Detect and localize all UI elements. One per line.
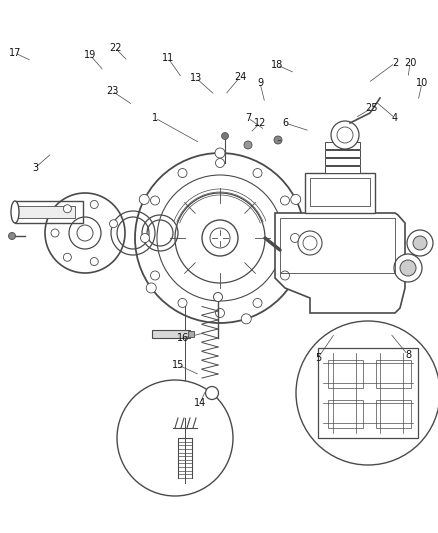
Circle shape <box>253 298 262 308</box>
Text: 1: 1 <box>152 113 158 123</box>
Circle shape <box>178 298 187 308</box>
FancyBboxPatch shape <box>325 166 360 173</box>
FancyBboxPatch shape <box>325 158 360 165</box>
Circle shape <box>64 253 71 261</box>
Circle shape <box>241 314 251 324</box>
Text: 25: 25 <box>366 103 378 113</box>
Circle shape <box>205 386 219 400</box>
Text: 4: 4 <box>392 113 398 123</box>
Circle shape <box>146 283 156 293</box>
Circle shape <box>90 257 98 265</box>
Ellipse shape <box>11 201 19 223</box>
Circle shape <box>213 293 223 302</box>
Circle shape <box>90 200 98 208</box>
Text: 20: 20 <box>404 58 416 68</box>
Text: 8: 8 <box>405 350 411 360</box>
Text: 15: 15 <box>172 360 184 370</box>
Circle shape <box>291 195 301 205</box>
Circle shape <box>244 141 252 149</box>
Text: 17: 17 <box>9 48 21 58</box>
Circle shape <box>141 233 149 243</box>
Text: 14: 14 <box>194 398 206 408</box>
Circle shape <box>400 260 416 276</box>
FancyBboxPatch shape <box>15 201 83 223</box>
Text: 16: 16 <box>177 333 189 343</box>
Text: 5: 5 <box>315 353 321 363</box>
Text: 18: 18 <box>271 60 283 70</box>
FancyBboxPatch shape <box>188 331 194 337</box>
Circle shape <box>215 158 225 167</box>
Circle shape <box>64 205 71 213</box>
Text: 2: 2 <box>392 58 398 68</box>
Text: 13: 13 <box>190 73 202 83</box>
Text: 3: 3 <box>32 163 38 173</box>
Circle shape <box>280 196 290 205</box>
Circle shape <box>280 271 290 280</box>
Text: 24: 24 <box>234 72 246 82</box>
Circle shape <box>51 229 59 237</box>
Circle shape <box>274 136 282 144</box>
Text: 22: 22 <box>109 43 121 53</box>
Circle shape <box>178 168 187 177</box>
Text: 23: 23 <box>106 86 118 96</box>
Text: 7: 7 <box>245 113 251 123</box>
Text: 6: 6 <box>282 118 288 128</box>
Polygon shape <box>275 213 405 313</box>
FancyBboxPatch shape <box>305 173 375 213</box>
Circle shape <box>394 254 422 282</box>
FancyBboxPatch shape <box>325 150 360 157</box>
Circle shape <box>331 121 359 149</box>
Circle shape <box>151 196 159 205</box>
Circle shape <box>407 230 433 256</box>
Circle shape <box>298 231 322 255</box>
Text: 9: 9 <box>257 78 263 88</box>
Circle shape <box>215 309 225 318</box>
Text: 12: 12 <box>254 118 266 128</box>
Text: 11: 11 <box>162 53 174 63</box>
FancyBboxPatch shape <box>15 206 75 218</box>
Circle shape <box>253 168 262 177</box>
Circle shape <box>290 233 300 243</box>
Circle shape <box>215 148 225 158</box>
Circle shape <box>151 271 159 280</box>
Text: 10: 10 <box>416 78 428 88</box>
Circle shape <box>110 220 117 228</box>
Circle shape <box>413 236 427 250</box>
Text: 19: 19 <box>84 50 96 60</box>
FancyBboxPatch shape <box>152 330 190 338</box>
FancyBboxPatch shape <box>325 142 360 149</box>
Circle shape <box>8 232 15 239</box>
Circle shape <box>222 133 229 140</box>
Circle shape <box>139 195 149 205</box>
